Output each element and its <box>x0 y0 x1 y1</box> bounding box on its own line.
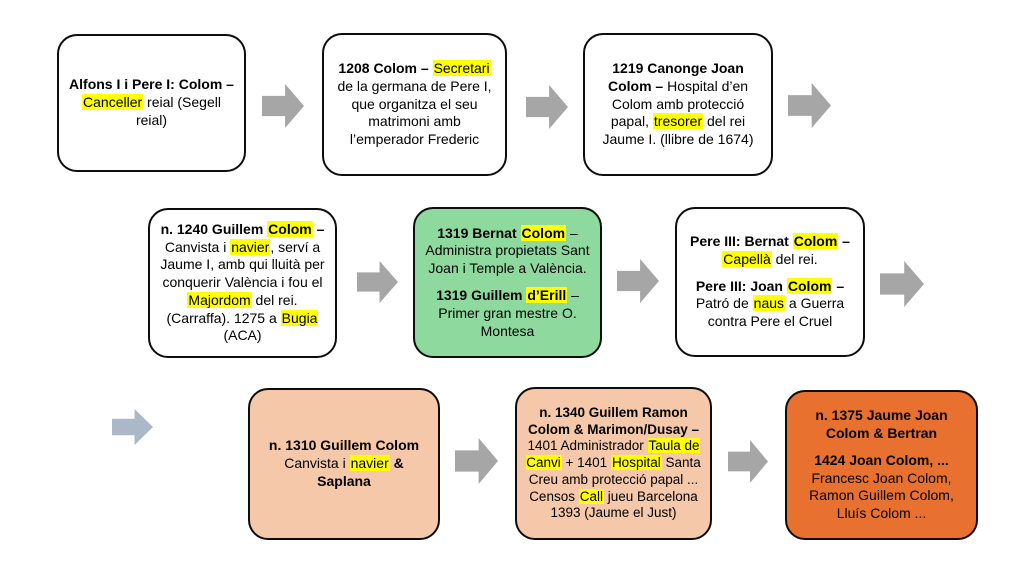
text-segment: n. 1310 Guillem Colom <box>268 437 420 454</box>
arrow-right-icon <box>112 409 153 445</box>
box-paragraph: 1319 Bernat Colom – Administra propietat… <box>424 224 591 278</box>
box-paragraph: 1208 Colom – Secretari de la germana de … <box>333 60 496 149</box>
text-segment: Canvista i <box>284 455 350 472</box>
text-segment: de la germana de Pere I, que organitza e… <box>337 77 492 148</box>
text-segment: Santa Creu amb protecció papal ... Censo… <box>528 455 701 504</box>
text-segment: del rei Jaume I. (llibre de 1674) <box>602 113 754 148</box>
highlighted-text: Colom <box>267 220 313 237</box>
box-paragraph: n. 1240 Guillem Colom – Canvista i navie… <box>159 220 326 345</box>
highlighted-text: Colom <box>786 277 833 294</box>
highlighted-text: Colom <box>520 224 567 241</box>
text-segment: reial (Segell reial) <box>135 94 221 128</box>
text-segment: Patró de <box>695 295 753 312</box>
text-segment: 1319 Guillem <box>436 287 527 303</box>
box-paragraph: Alfons I i Pere I: Colom – Canceller rei… <box>68 76 235 129</box>
text-segment: Canvista i <box>164 238 231 255</box>
text-segment: jueu Barcelona 1393 (Jaume el Just) <box>550 488 698 521</box>
arrow-right-icon <box>526 85 568 129</box>
text-segment: del rei. <box>771 250 818 267</box>
highlighted-text: navier <box>349 455 390 472</box>
text-segment: n. 1340 Guillem Ramon Colom & Marimon/Du… <box>527 404 700 437</box>
text-segment: 1208 Colom – <box>338 60 433 77</box>
highlighted-text: d’Erill <box>526 287 568 303</box>
text-segment: n. 1375 Jaume Joan Colom & Bertran <box>815 407 948 441</box>
arrow-right-icon <box>455 438 498 484</box>
highlighted-text: navier <box>230 238 271 255</box>
text-segment: – Primer gran mestre O. Montesa <box>438 287 579 339</box>
highlighted-text: Secretari <box>432 60 491 77</box>
highlighted-text: Majordom <box>187 291 252 308</box>
highlighted-text: Colom <box>792 233 839 250</box>
text-segment: del rei. (Carraffa). 1275 a <box>166 291 298 326</box>
flow-box-pere-iii-bernat-joan-colom: Pere III: Bernat Colom – Capellà del rei… <box>675 207 865 357</box>
text-segment: + 1401 <box>561 455 611 471</box>
text-segment: 1424 Joan Colom, ... <box>814 451 949 468</box>
text-segment: Francesc Joan Colom, Ramon Guillem Colom… <box>809 469 954 522</box>
flow-box-1310-guillem-colom-saplana: n. 1310 Guillem Colom Canvista i navier … <box>248 388 440 540</box>
text-segment: – Administra propietats Sant Joan i Temp… <box>425 224 590 277</box>
arrow-right-icon <box>357 261 398 303</box>
box-paragraph: Pere III: Joan Colom – Patró de naus a G… <box>686 277 854 331</box>
text-segment: & Saplana <box>317 455 404 489</box>
arrow-right-icon <box>728 440 768 483</box>
arrow-right-icon <box>262 84 304 128</box>
text-segment: – <box>832 277 845 294</box>
highlighted-text: Canceller <box>82 94 144 111</box>
text-segment: 1219 Canonge Joan Colom – <box>607 60 744 94</box>
box-paragraph: 1424 Joan Colom, ... Francesc Joan Colom… <box>796 452 967 523</box>
box-paragraph: n. 1340 Guillem Ramon Colom & Marimon/Du… <box>526 405 701 522</box>
box-paragraph: n. 1375 Jaume Joan Colom & Bertran <box>796 407 967 443</box>
text-segment: n. 1240 Guillem <box>160 220 268 237</box>
flow-box-1375-jaume-joan-colom-bertran: n. 1375 Jaume Joan Colom & Bertran 1424 J… <box>785 390 978 540</box>
text-segment: Pere III: Bernat <box>690 233 793 250</box>
box-paragraph: 1319 Guillem d’Erill – Primer gran mestr… <box>424 287 591 340</box>
text-segment: Alfons I i Pere I: Colom – <box>69 76 234 93</box>
flow-box-1240-guillem-colom: n. 1240 Guillem Colom – Canvista i navie… <box>148 208 337 358</box>
box-paragraph: n. 1310 Guillem Colom Canvista i navier … <box>259 437 429 490</box>
arrow-right-icon <box>788 83 831 128</box>
highlighted-text: tresorer <box>652 113 704 130</box>
highlighted-text: Hospital <box>610 455 662 471</box>
highlighted-text: Bugia <box>280 309 319 326</box>
text-segment: 1401 Administrador <box>527 438 648 454</box>
arrow-right-icon <box>880 261 924 307</box>
text-segment: Pere III: Joan <box>695 277 787 294</box>
text-segment: (ACA) <box>223 327 262 344</box>
flow-box-1340-guillem-ramon-colom: n. 1340 Guillem Ramon Colom & Marimon/Du… <box>515 387 712 540</box>
highlighted-text: Capellà <box>722 250 772 267</box>
text-segment: a Guerra contra Pere el Cruel <box>707 295 845 330</box>
text-segment: 1319 Bernat <box>437 224 521 241</box>
flow-box-alfons-pere-canceller: Alfons I i Pere I: Colom – Canceller rei… <box>57 34 246 172</box>
box-paragraph: 1219 Canonge Joan Colom – Hospital d’en … <box>594 60 762 149</box>
text-segment: – <box>838 233 850 250</box>
text-segment: – <box>312 220 325 237</box>
flow-box-1319-bernat-colom-derill: 1319 Bernat Colom – Administra propietat… <box>413 207 602 358</box>
highlighted-text: Call <box>578 488 604 504</box>
box-paragraph: Pere III: Bernat Colom – Capellà del rei… <box>686 233 854 269</box>
highlighted-text: naus <box>752 295 786 312</box>
arrow-right-icon <box>617 259 659 303</box>
flow-box-1208-colom-secretari: 1208 Colom – Secretari de la germana de … <box>322 33 507 176</box>
flow-box-1219-canonge-joan-colom: 1219 Canonge Joan Colom – Hospital d’en … <box>583 33 773 176</box>
text-segment: Hospital d’en Colom amb protecció papal, <box>610 77 749 130</box>
text-segment: , serví a Jaume I, amb qui lluità per co… <box>160 238 325 291</box>
